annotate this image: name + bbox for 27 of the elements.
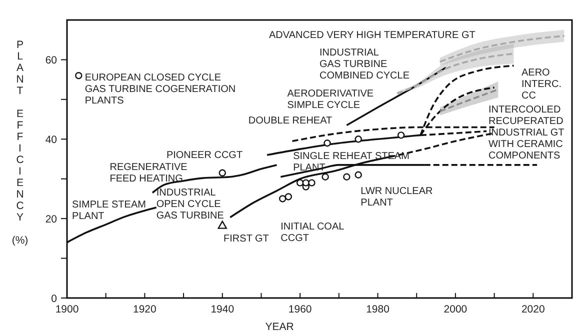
annotation: SIMPLE STEAM PLANT [72, 200, 146, 222]
annotation: AERO INTERC. CC [522, 68, 562, 102]
annotation: INDUSTRIAL GAS TURBINE COMBINED CYCLE [320, 48, 410, 82]
annotation: DOUBLE REHEAT [248, 115, 332, 126]
x-tick-label: 1960 [288, 303, 312, 316]
annotation: ADVANCED VERY HIGH TEMPERATURE GT [269, 30, 476, 41]
annotation: INDUSTRIAL OPEN CYCLE GAS TURBINE [156, 188, 224, 222]
annotation: INTERCOOLED RECUPERATED INDUSTRIAL GT WITH CERAMIC COMPONENTS [488, 104, 564, 162]
x-tick-label: 2020 [521, 303, 545, 316]
y-tick-label: 40 [45, 134, 58, 146]
x-tick-label: 1980 [366, 303, 390, 316]
x-tick-label: 1920 [133, 303, 157, 316]
annotation: EUROPEAN CLOSED CYCLE GAS TURBINE COGENERATION PLANTS [84, 72, 236, 106]
x-axis-title: YEAR [265, 321, 294, 333]
annotation: PIONEER CCGT [166, 150, 243, 162]
annotation: LWR NUCLEAR PLANT [360, 186, 433, 208]
annotation: REGENERATIVE FEED HEATING [110, 162, 188, 185]
y-tick-label: 20 [45, 214, 58, 226]
annotation: INITIAL COAL CCGT [280, 221, 345, 244]
y-tick-label: 0 [51, 293, 58, 305]
x-tick-label: 1940 [210, 303, 234, 316]
text: PLANT EFFICIENCY (%) [12, 39, 28, 246]
x-tick-label: 1900 [55, 303, 79, 316]
annotation: AERODERIVATIVE SIMPLE CYCLE [287, 88, 374, 112]
x-tick-label: 2000 [444, 303, 468, 316]
annotation: FIRST GT [224, 233, 269, 244]
y-tick-label: 60 [45, 54, 58, 67]
